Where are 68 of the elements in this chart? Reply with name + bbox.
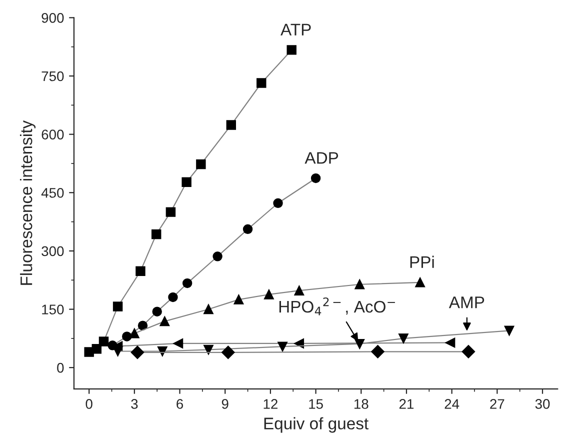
point — [256, 78, 266, 88]
point — [504, 326, 514, 336]
point — [173, 338, 184, 348]
point — [138, 320, 148, 330]
point — [278, 342, 288, 352]
x-tick-label: 24 — [444, 399, 460, 409]
point — [182, 177, 192, 187]
point — [160, 316, 170, 326]
point — [204, 304, 214, 314]
x-tick-label: 21 — [399, 399, 414, 409]
x-tick-label: 12 — [264, 399, 278, 409]
point — [212, 252, 222, 262]
x-tick-label: 27 — [490, 399, 504, 409]
point — [151, 229, 162, 240]
annotation: AMP — [448, 296, 484, 308]
x-tick-label: 18 — [354, 399, 368, 409]
point — [122, 332, 132, 342]
y-tick-label: 900 — [42, 13, 64, 23]
point — [204, 344, 214, 355]
point — [98, 336, 109, 346]
x-tick-label: 3 — [131, 399, 138, 409]
x-tick-label: 6 — [176, 399, 184, 409]
point — [84, 347, 94, 357]
point — [264, 290, 274, 300]
point — [168, 292, 178, 302]
y-tick-label: 150 — [42, 304, 64, 314]
series-label: PPi — [410, 256, 434, 268]
point — [196, 159, 206, 170]
y-tick-label: 600 — [42, 130, 64, 140]
point — [226, 120, 236, 130]
x-tick-label: 15 — [309, 399, 323, 409]
annotation: HPO$_{4}$$^{2−}$, AcO$^{−}$ — [279, 297, 395, 316]
series-label: ADP — [304, 152, 338, 164]
y-tick-label: 750 — [42, 71, 64, 82]
point — [371, 345, 384, 358]
point — [182, 278, 192, 288]
y-tick-label: 0 — [57, 362, 64, 373]
x-axis-title: Equiv of guest — [264, 417, 368, 433]
point — [310, 173, 321, 184]
point — [445, 338, 456, 348]
point — [398, 334, 408, 344]
point — [415, 278, 425, 288]
point — [92, 344, 102, 354]
point — [273, 198, 283, 208]
point — [354, 280, 364, 290]
y-tick-label: 450 — [41, 188, 64, 198]
point — [294, 286, 304, 296]
point — [112, 346, 123, 356]
point — [242, 224, 253, 234]
y-tick-label: 300 — [42, 246, 64, 256]
point — [462, 345, 476, 358]
point — [158, 346, 168, 356]
x-tick-label: 9 — [222, 399, 228, 409]
point — [152, 306, 162, 316]
series-label: ATP — [280, 24, 311, 36]
point — [166, 207, 176, 217]
point — [136, 266, 146, 276]
point — [130, 346, 144, 360]
x-tick-label: 30 — [535, 399, 550, 409]
x-tick-label: 0 — [86, 399, 92, 409]
point — [112, 302, 123, 312]
point — [354, 339, 364, 349]
point — [222, 346, 235, 360]
y-axis-title: Fluorescence intensity — [20, 120, 36, 285]
point — [286, 45, 296, 55]
point — [234, 294, 244, 304]
point — [294, 338, 304, 348]
point — [130, 328, 140, 338]
